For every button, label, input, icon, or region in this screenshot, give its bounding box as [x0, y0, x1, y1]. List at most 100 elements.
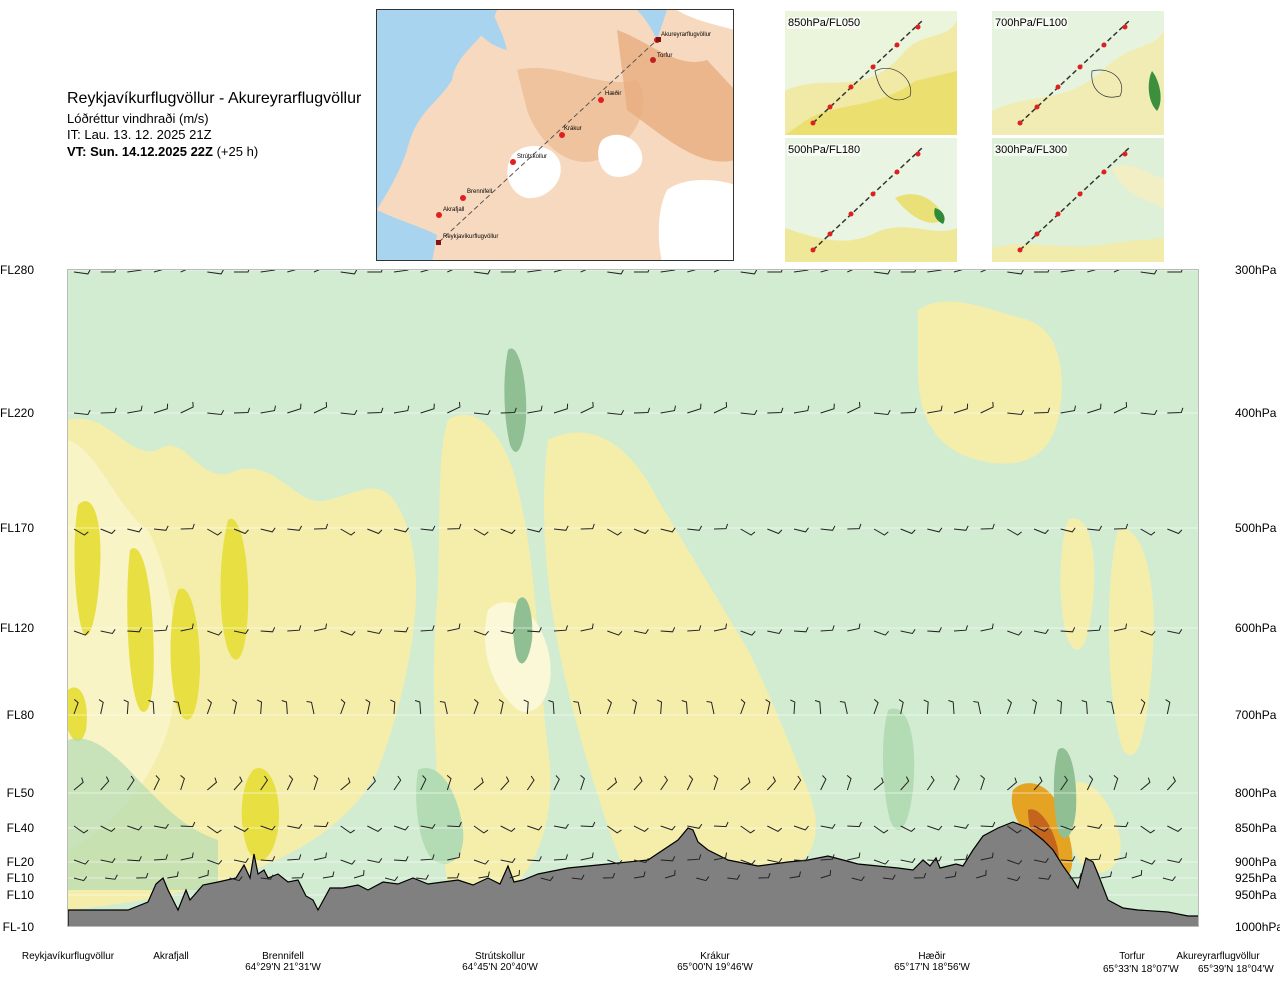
wind-barb — [1060, 270, 1076, 273]
wind-barb — [1060, 527, 1076, 533]
wind-barb — [789, 871, 801, 879]
wind-barb — [607, 859, 623, 865]
thumbnail-850hpa[interactable]: 850hPa/FL050 — [785, 11, 957, 135]
thumbnail-700hpa[interactable]: 700hPa/FL100 — [992, 11, 1164, 135]
wind-barb — [1165, 699, 1171, 715]
map-place-label: Torfur — [657, 53, 672, 59]
wind-barb — [847, 270, 854, 273]
wind-barb — [291, 872, 304, 879]
thumbnail-300hpa-svg — [992, 138, 1164, 262]
map-place-label: Akrafjall — [443, 207, 464, 213]
wind-barb — [527, 627, 542, 633]
location-name: Reykjavíkurflugvöllur — [21, 951, 115, 962]
wind-barb — [1007, 777, 1018, 791]
wind-barb — [1033, 528, 1049, 535]
wind-barb — [180, 270, 187, 273]
wind-barb — [153, 854, 168, 861]
wind-barb — [526, 775, 535, 791]
wind-barb — [607, 528, 622, 536]
hpa-label: 900hPa — [1235, 855, 1277, 869]
wind-barb — [1087, 823, 1103, 829]
rise-region — [1060, 518, 1095, 650]
wind-barb — [1131, 870, 1143, 879]
wind-barb — [1162, 876, 1176, 882]
wind-barb — [553, 625, 568, 632]
wind-barb — [1034, 270, 1050, 273]
wind-barb — [580, 775, 585, 791]
wind-barb — [1006, 699, 1012, 715]
thumbnail-300hpa[interactable]: 300hPa/FL300 — [992, 138, 1164, 262]
wind-barb — [686, 775, 694, 791]
wind-barb — [727, 874, 741, 880]
location-name: Strútskollur — [474, 951, 525, 962]
wind-barb — [1087, 403, 1102, 414]
wind-barb — [153, 775, 160, 791]
wind-barb — [473, 859, 489, 865]
wind-barb — [580, 821, 596, 828]
wind-barb — [571, 874, 585, 880]
wind-barb — [633, 407, 651, 414]
wind-barb — [229, 876, 243, 882]
wind-barb — [127, 270, 142, 273]
wind-barb — [687, 270, 697, 273]
wind-barb — [478, 871, 490, 879]
wind-barb — [1166, 776, 1177, 791]
location-name: Akureyrarflugvöllur — [1176, 951, 1260, 962]
wind-barb — [882, 874, 896, 880]
wind-barb — [793, 270, 809, 273]
wind-barb — [260, 527, 276, 533]
wind-barb — [660, 825, 676, 831]
wind-barb — [1140, 630, 1156, 636]
wind-barb — [580, 401, 594, 414]
wind-barb — [573, 701, 582, 715]
wind-barb — [1140, 699, 1146, 715]
wind-barb — [873, 528, 889, 536]
wind-barb — [367, 407, 384, 414]
wind-barb — [767, 407, 784, 414]
wind-barb — [420, 403, 435, 414]
wind-barb — [447, 821, 462, 828]
wind-barb — [1113, 401, 1128, 414]
wind-barb — [1056, 699, 1063, 715]
wind-barb — [447, 270, 454, 273]
valid-time-line: VT: Sun. 14.12.2025 22Z (+25 h) — [67, 144, 258, 159]
wind-barb — [198, 870, 209, 879]
sink-region — [416, 768, 464, 864]
wind-barb — [767, 629, 783, 635]
wind-barb — [260, 627, 276, 633]
fl-label: FL-10 — [2, 920, 34, 934]
thumbnail-label: 500hPa/FL180 — [787, 144, 862, 156]
location-coord: 65°33'N 18°07'W — [1103, 964, 1179, 975]
wind-barb — [1007, 528, 1022, 536]
wind-barb — [233, 528, 249, 535]
map-place-label: Hæðir — [605, 90, 621, 97]
wind-barb — [713, 401, 728, 414]
wind-barb — [607, 270, 624, 275]
wind-barb — [580, 852, 594, 861]
wind-barb — [713, 523, 729, 530]
wind-barb — [820, 625, 835, 632]
wind-barb — [900, 776, 910, 791]
wind-barb — [127, 856, 142, 862]
wind-barb — [1140, 270, 1158, 275]
wind-barb — [1087, 270, 1097, 273]
wind-barb — [260, 405, 276, 414]
location-label: Krákur 65°00'N 19°46'W — [669, 951, 761, 973]
sink-region — [882, 708, 915, 830]
fl-label: FL50 — [6, 786, 34, 800]
thumbnail-500hpa[interactable]: 500hPa/FL180 — [785, 138, 957, 262]
wind-barb — [100, 776, 110, 791]
wind-barb — [313, 623, 327, 632]
map-place-label: Akureyrarflugvöllur — [661, 32, 711, 38]
wind-barb — [820, 823, 836, 829]
wind-barb — [633, 629, 649, 635]
wind-barb — [256, 699, 263, 715]
terrain — [68, 821, 1198, 926]
wind-barb — [1167, 407, 1184, 414]
wind-barb — [548, 700, 555, 715]
chart-title: Reykjavíkurflugvöllur - Akureyrarflugvöl… — [67, 90, 362, 107]
wind-barb — [313, 523, 329, 530]
wind-barb — [420, 854, 435, 861]
wind-barb — [740, 699, 746, 715]
wind-barb — [687, 525, 703, 531]
